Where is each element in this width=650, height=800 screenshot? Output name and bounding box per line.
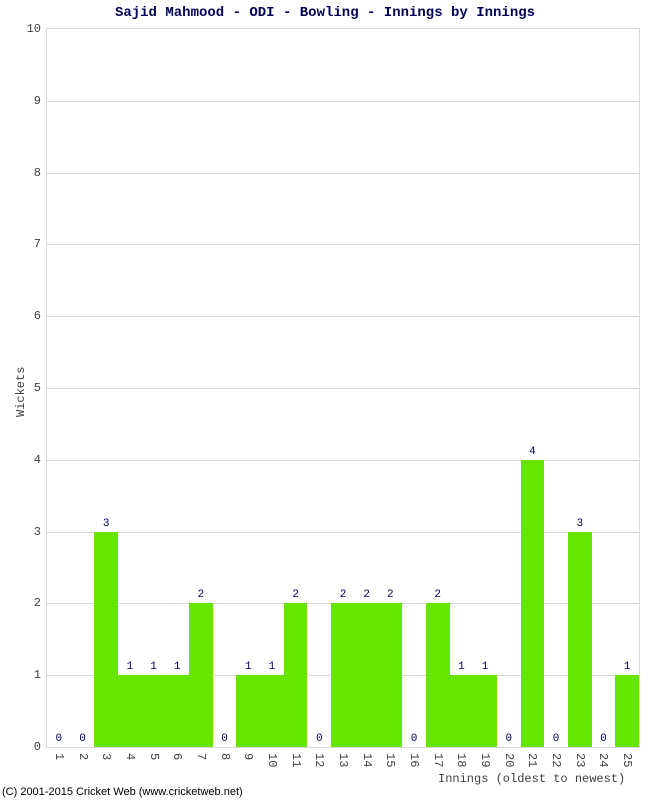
x-tick-label: 9 <box>241 753 255 760</box>
gridline <box>47 388 639 389</box>
bar-value-label: 0 <box>544 733 568 747</box>
bar-value-label: 2 <box>426 589 450 603</box>
x-tick-label: 1 <box>52 753 66 760</box>
bar: 2 <box>379 603 403 747</box>
gridline <box>47 460 639 461</box>
bar: 3 <box>568 532 592 747</box>
bar-value-label: 1 <box>118 661 142 675</box>
bar-value-label: 3 <box>568 518 592 532</box>
bar-value-label: 0 <box>47 733 71 747</box>
y-tick-label: 7 <box>34 237 47 251</box>
gridline <box>47 316 639 317</box>
bar: 1 <box>450 675 474 747</box>
plot-area: 0123456789100102331415162708191102110122… <box>46 28 640 748</box>
bar-value-label: 1 <box>450 661 474 675</box>
bar-value-label: 0 <box>402 733 426 747</box>
bar: 1 <box>165 675 189 747</box>
bar: 2 <box>284 603 308 747</box>
bar: 1 <box>118 675 142 747</box>
x-tick-label: 13 <box>336 753 350 767</box>
bar-value-label: 4 <box>521 446 545 460</box>
y-tick-label: 2 <box>34 596 47 610</box>
y-axis-label: Wickets <box>14 367 28 417</box>
x-tick-label: 4 <box>123 753 137 760</box>
bar: 1 <box>236 675 260 747</box>
bar: 2 <box>426 603 450 747</box>
x-tick-label: 14 <box>360 753 374 767</box>
x-tick-label: 6 <box>170 753 184 760</box>
bar-value-label: 0 <box>307 733 331 747</box>
chart-container: Sajid Mahmood - ODI - Bowling - Innings … <box>0 0 650 800</box>
bar: 1 <box>142 675 166 747</box>
bar-value-label: 1 <box>260 661 284 675</box>
x-tick-label: 11 <box>289 753 303 767</box>
x-tick-label: 22 <box>549 753 563 767</box>
bar-value-label: 1 <box>615 661 639 675</box>
x-axis-label: Innings (oldest to newest) <box>438 772 625 786</box>
bar-value-label: 3 <box>94 518 118 532</box>
bar-value-label: 2 <box>189 589 213 603</box>
chart-title: Sajid Mahmood - ODI - Bowling - Innings … <box>0 5 650 21</box>
y-tick-label: 9 <box>34 94 47 108</box>
x-tick-label: 21 <box>525 753 539 767</box>
bar-value-label: 0 <box>71 733 95 747</box>
x-tick-label: 10 <box>265 753 279 767</box>
bar: 3 <box>94 532 118 747</box>
y-tick-label: 10 <box>27 22 47 36</box>
x-tick-label: 18 <box>454 753 468 767</box>
bar-value-label: 2 <box>331 589 355 603</box>
gridline <box>47 173 639 174</box>
x-tick-label: 24 <box>596 753 610 767</box>
bar-value-label: 1 <box>142 661 166 675</box>
x-tick-label: 16 <box>407 753 421 767</box>
y-tick-label: 0 <box>34 740 47 754</box>
bar: 2 <box>355 603 379 747</box>
y-tick-label: 8 <box>34 166 47 180</box>
bar-value-label: 2 <box>284 589 308 603</box>
x-tick-label: 20 <box>502 753 516 767</box>
copyright-text: (C) 2001-2015 Cricket Web (www.cricketwe… <box>2 786 243 798</box>
y-tick-label: 3 <box>34 525 47 539</box>
bar-value-label: 1 <box>236 661 260 675</box>
gridline <box>47 101 639 102</box>
x-tick-label: 25 <box>620 753 634 767</box>
x-tick-label: 5 <box>147 753 161 760</box>
gridline <box>47 244 639 245</box>
bar-value-label: 0 <box>213 733 237 747</box>
bar: 4 <box>521 460 545 747</box>
x-tick-label: 19 <box>478 753 492 767</box>
bar-value-label: 2 <box>379 589 403 603</box>
y-tick-label: 4 <box>34 453 47 467</box>
x-tick-label: 12 <box>312 753 326 767</box>
bar: 2 <box>331 603 355 747</box>
y-tick-label: 5 <box>34 381 47 395</box>
bar: 2 <box>189 603 213 747</box>
y-tick-label: 1 <box>34 668 47 682</box>
bar-value-label: 2 <box>355 589 379 603</box>
bar: 1 <box>615 675 639 747</box>
x-tick-label: 2 <box>76 753 90 760</box>
y-tick-label: 6 <box>34 309 47 323</box>
bar-value-label: 0 <box>592 733 616 747</box>
x-tick-label: 15 <box>383 753 397 767</box>
x-tick-label: 3 <box>99 753 113 760</box>
x-tick-label: 23 <box>573 753 587 767</box>
bar-value-label: 1 <box>473 661 497 675</box>
x-tick-label: 17 <box>431 753 445 767</box>
bar: 1 <box>473 675 497 747</box>
bar-value-label: 0 <box>497 733 521 747</box>
bar-value-label: 1 <box>165 661 189 675</box>
x-tick-label: 8 <box>218 753 232 760</box>
bar: 1 <box>260 675 284 747</box>
gridline <box>47 532 639 533</box>
x-tick-label: 7 <box>194 753 208 760</box>
